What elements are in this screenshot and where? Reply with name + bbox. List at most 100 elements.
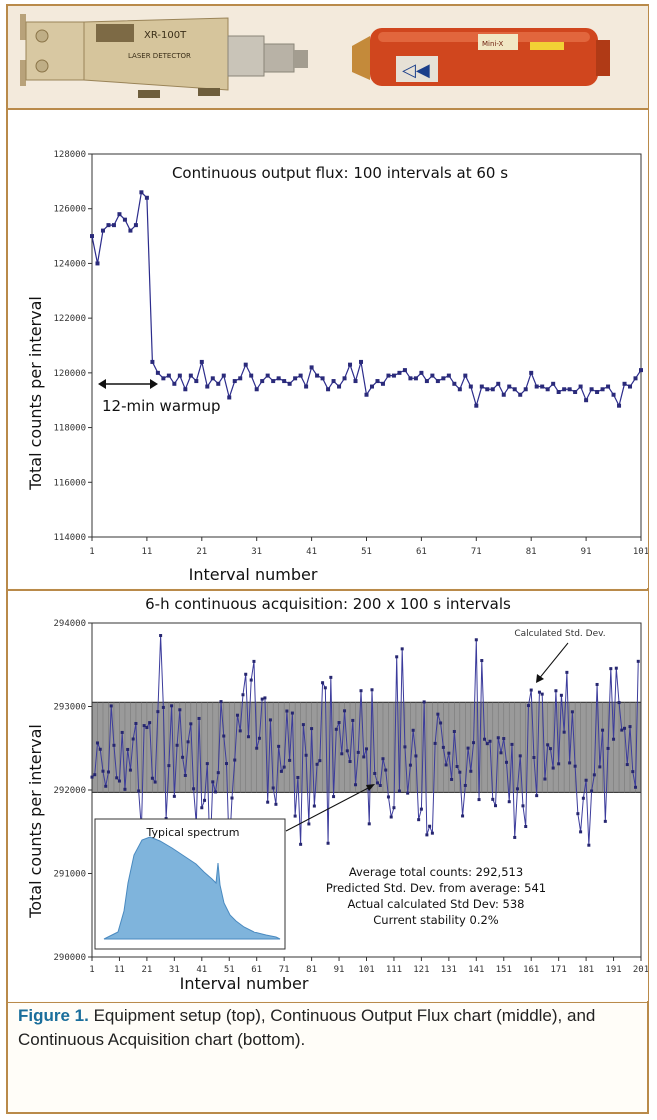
acquisition-data-point xyxy=(172,794,176,798)
flux-data-point xyxy=(100,228,105,233)
acquisition-data-point xyxy=(496,736,500,740)
flux-data-point xyxy=(276,376,281,381)
acquisition-data-point xyxy=(472,741,476,745)
x-tick-label: 31 xyxy=(251,547,262,557)
x-tick-label: 81 xyxy=(526,547,537,557)
flux-data-point xyxy=(172,381,177,386)
acquisition-data-point xyxy=(301,723,305,727)
acquisition-data-point xyxy=(378,783,382,787)
acquisition-data-point xyxy=(282,765,286,769)
flux-data-point xyxy=(562,387,567,392)
acquisition-data-point xyxy=(395,655,399,659)
acquisition-data-point xyxy=(430,831,434,835)
std-dev-arrow xyxy=(537,642,569,681)
acquisition-data-point xyxy=(381,757,385,761)
acquisition-data-point xyxy=(535,794,539,798)
y-tick-label: 126000 xyxy=(53,205,86,215)
continuous-acquisition-chart: 6-h continuous acquisition: 200 x 100 s … xyxy=(8,591,648,1001)
x-tick-label: 51 xyxy=(224,965,235,975)
flux-data-point xyxy=(254,387,259,392)
acquisition-data-point xyxy=(425,833,429,837)
spectrum-arrow xyxy=(285,785,373,832)
acquisition-data-point xyxy=(502,737,506,741)
amptek-logo-icon: ◁◀ xyxy=(402,60,430,81)
chart-title: 6-h continuous acquisition: 200 x 100 s … xyxy=(145,595,511,613)
acquisition-data-point xyxy=(485,742,489,746)
flux-data-point xyxy=(589,387,594,392)
flux-data-point xyxy=(128,228,133,233)
flux-data-point xyxy=(353,379,358,384)
acquisition-data-point xyxy=(268,718,272,722)
x-tick-label: 181 xyxy=(578,965,594,975)
acquisition-data-point xyxy=(230,796,234,800)
y-tick-label: 294000 xyxy=(53,619,86,629)
acquisition-data-point xyxy=(524,825,528,829)
flux-data-point xyxy=(161,376,166,381)
acquisition-data-point xyxy=(463,783,467,787)
acquisition-data-point xyxy=(123,787,127,791)
flux-data-point xyxy=(545,387,550,392)
flux-data-point xyxy=(435,379,440,384)
flux-data-point xyxy=(348,362,353,367)
acquisition-data-point xyxy=(603,819,607,823)
flux-data-point xyxy=(408,376,413,381)
spectrum-area xyxy=(103,836,281,940)
acquisition-data-point xyxy=(617,701,621,705)
acquisition-data-point xyxy=(348,760,352,764)
x-tick-label: 161 xyxy=(523,965,539,975)
acquisition-data-point xyxy=(214,790,218,794)
flux-data-point xyxy=(391,373,396,378)
flux-data-point xyxy=(573,390,578,395)
acquisition-data-point xyxy=(277,744,281,748)
acquisition-data-point xyxy=(117,779,121,783)
y-tick-label: 114000 xyxy=(53,533,86,543)
acquisition-data-point xyxy=(167,764,171,768)
acquisition-data-point xyxy=(576,812,580,816)
acquisition-data-point xyxy=(614,666,618,670)
acquisition-data-point xyxy=(513,835,517,839)
acquisition-data-point xyxy=(392,806,396,810)
flux-data-point xyxy=(249,373,254,378)
flux-data-point xyxy=(567,387,572,392)
x-tick-label: 171 xyxy=(551,965,567,975)
acquisition-data-point xyxy=(101,769,105,773)
acquisition-data-point xyxy=(345,749,349,753)
flux-data-point xyxy=(474,403,479,408)
acquisition-data-point xyxy=(551,766,555,770)
flux-data-point xyxy=(507,384,512,389)
acquisition-data-point xyxy=(148,721,152,725)
flux-data-point xyxy=(485,387,490,392)
acquisition-data-point xyxy=(370,688,374,692)
acquisition-data-point xyxy=(554,689,558,693)
flux-data-point xyxy=(243,362,248,367)
flux-data-point xyxy=(260,379,265,384)
acquisition-data-point xyxy=(450,777,454,781)
flux-data-point xyxy=(386,373,391,378)
acquisition-data-point xyxy=(400,647,404,651)
x-tick-label: 41 xyxy=(196,965,207,975)
y-tick-label: 291000 xyxy=(53,870,86,880)
acquisition-data-point xyxy=(296,775,300,779)
acquisition-data-point xyxy=(367,822,371,826)
x-tick-label: 11 xyxy=(114,965,125,975)
flux-data-point xyxy=(315,373,320,378)
acquisition-data-point xyxy=(95,741,99,745)
acquisition-data-point xyxy=(186,740,190,744)
acquisition-data-point xyxy=(623,726,627,730)
flux-data-point xyxy=(144,195,149,200)
acquisition-data-point xyxy=(266,800,270,804)
acquisition-data-point xyxy=(205,762,209,766)
acquisition-data-point xyxy=(579,830,583,834)
flux-data-point xyxy=(468,384,473,389)
flux-data-point xyxy=(424,379,429,384)
flux-data-point xyxy=(556,390,561,395)
acquisition-data-point xyxy=(340,752,344,756)
flux-data-point xyxy=(639,368,643,373)
acquisition-data-point xyxy=(222,734,226,738)
acquisition-data-point xyxy=(466,746,470,750)
flux-data-point xyxy=(199,359,204,364)
separator-middle xyxy=(8,589,648,591)
acquisition-data-point xyxy=(408,763,412,767)
flux-data-point xyxy=(441,376,446,381)
flux-data-point xyxy=(326,387,331,392)
